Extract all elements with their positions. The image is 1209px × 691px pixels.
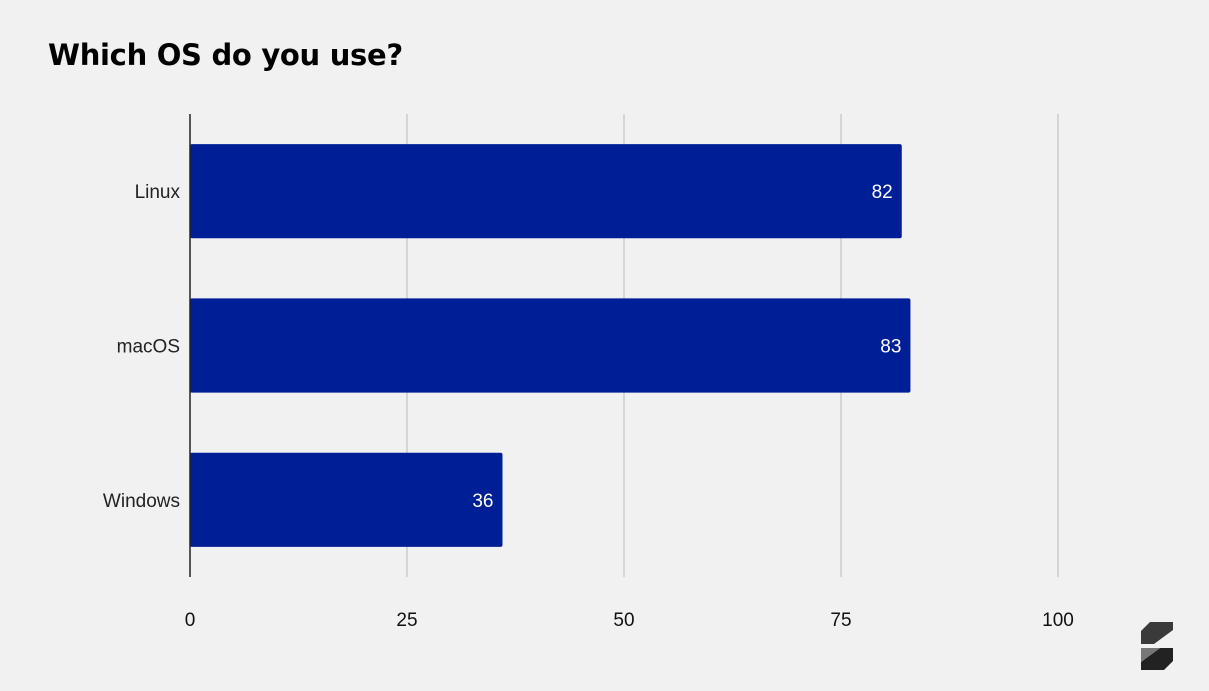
x-tick-label-1: 25 bbox=[396, 610, 417, 631]
category-label-macos: macOS bbox=[117, 337, 180, 358]
x-tick-label-0: 0 bbox=[185, 610, 196, 631]
data-label-linux: 82 bbox=[872, 182, 893, 203]
x-tick-label-3: 75 bbox=[830, 610, 851, 631]
category-label-linux: Linux bbox=[135, 182, 181, 203]
x-tick-label-2: 50 bbox=[613, 610, 634, 631]
bar-linux bbox=[190, 144, 902, 239]
bar-windows bbox=[190, 452, 503, 547]
bar-macos bbox=[190, 298, 911, 393]
logo-icon bbox=[1141, 622, 1173, 670]
x-tick-label-4: 100 bbox=[1042, 610, 1074, 631]
data-label-windows: 36 bbox=[472, 491, 493, 512]
data-label-macos: 83 bbox=[880, 337, 901, 358]
chart-title: Which OS do you use? bbox=[48, 38, 403, 72]
category-label-windows: Windows bbox=[103, 491, 180, 512]
